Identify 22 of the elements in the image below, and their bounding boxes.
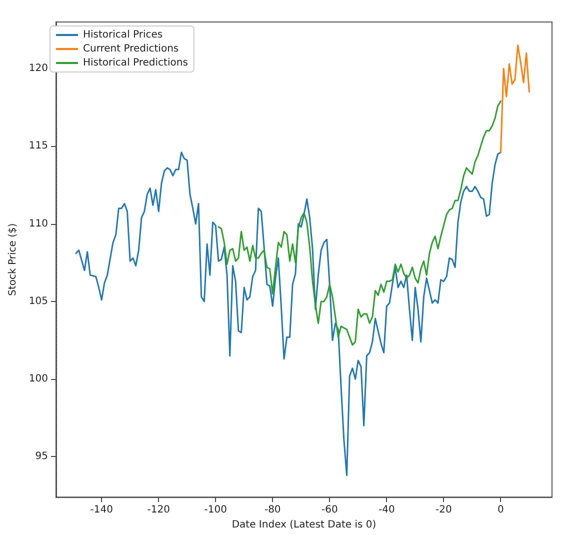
legend-label: Historical Prices — [83, 30, 163, 40]
x-tick-label: -80 — [264, 504, 281, 516]
x-tick-label: -100 — [204, 504, 227, 516]
line-series — [500, 44, 530, 154]
x-tick-label: -140 — [90, 504, 113, 516]
y-axis-title: Stock Price ($) — [8, 223, 18, 296]
line-series — [75, 152, 502, 476]
line-series — [218, 100, 502, 346]
x-tick-label: -40 — [378, 504, 395, 516]
y-tick-label: 95 — [35, 451, 48, 462]
y-tick-label: 115 — [28, 140, 48, 152]
x-tick-label: -120 — [147, 504, 170, 516]
x-tick-label: -20 — [436, 504, 452, 516]
y-tick-label: 120 — [28, 63, 48, 74]
y-tick-label: 110 — [28, 218, 48, 230]
y-tick-label: 105 — [28, 296, 48, 307]
x-tick-label: 0 — [498, 504, 504, 516]
y-tick-label: 100 — [28, 374, 48, 385]
x-axis-title: Date Index (Latest Date is 0) — [232, 520, 376, 530]
legend-label: Current Predictions — [83, 44, 179, 54]
x-tick-label: -60 — [321, 504, 338, 516]
legend-label: Historical Predictions — [83, 58, 188, 68]
